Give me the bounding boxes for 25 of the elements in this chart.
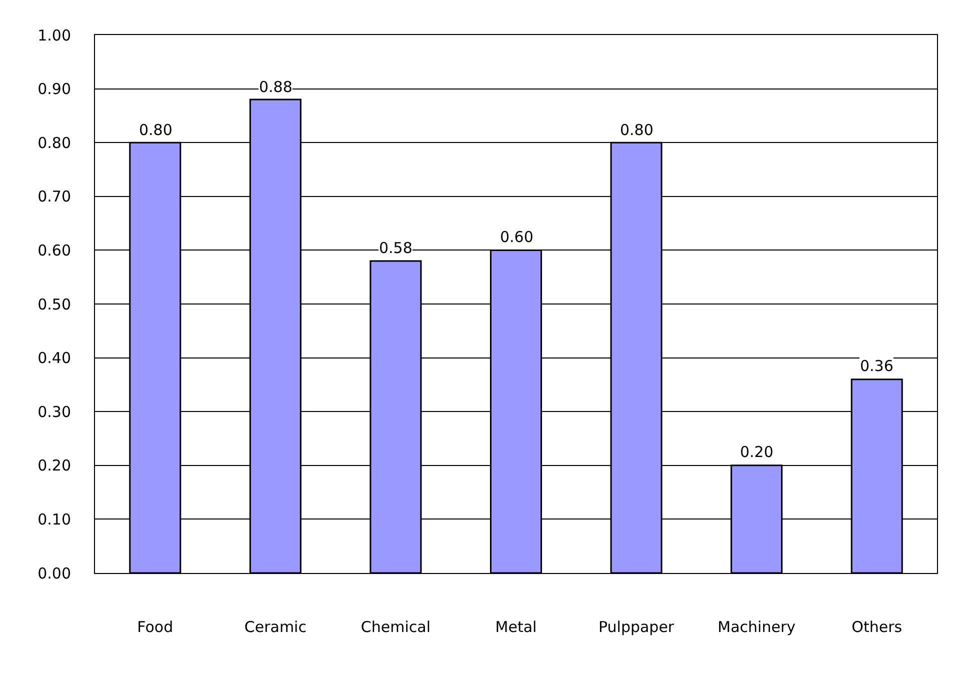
y-tick-label: 0.70 xyxy=(38,188,71,206)
x-tick-label: Food xyxy=(137,618,174,636)
x-tick-label: Ceramic xyxy=(244,618,306,636)
y-tick-label: 0.00 xyxy=(38,564,71,582)
data-label: 0.80 xyxy=(139,121,172,139)
y-tick-label: 0.30 xyxy=(38,402,71,421)
y-tick-label: 0.90 xyxy=(38,80,71,98)
data-label: 0.58 xyxy=(379,239,412,257)
y-tick-label: 1.00 xyxy=(38,26,71,44)
x-tick-label: Pulppaper xyxy=(598,618,675,636)
x-tick-label: Chemical xyxy=(360,618,431,636)
y-tick-label: 0.10 xyxy=(38,510,71,528)
data-label: 0.20 xyxy=(740,443,774,461)
y-tick-label: 0.20 xyxy=(38,456,71,475)
y-tick-label: 0.80 xyxy=(38,134,71,152)
data-label: 0.88 xyxy=(259,78,292,96)
y-tick-label: 0.50 xyxy=(38,295,71,314)
y-tick-label: 0.40 xyxy=(38,349,71,368)
data-label: 0.36 xyxy=(860,357,894,375)
data-label: 0.80 xyxy=(620,121,654,139)
data-label: 0.60 xyxy=(500,228,534,246)
x-tick-label: Metal xyxy=(495,618,537,636)
y-tick-label: 0.60 xyxy=(38,241,71,260)
x-tick-label: Others xyxy=(852,618,902,636)
x-tick-label: Machinery xyxy=(718,618,796,636)
